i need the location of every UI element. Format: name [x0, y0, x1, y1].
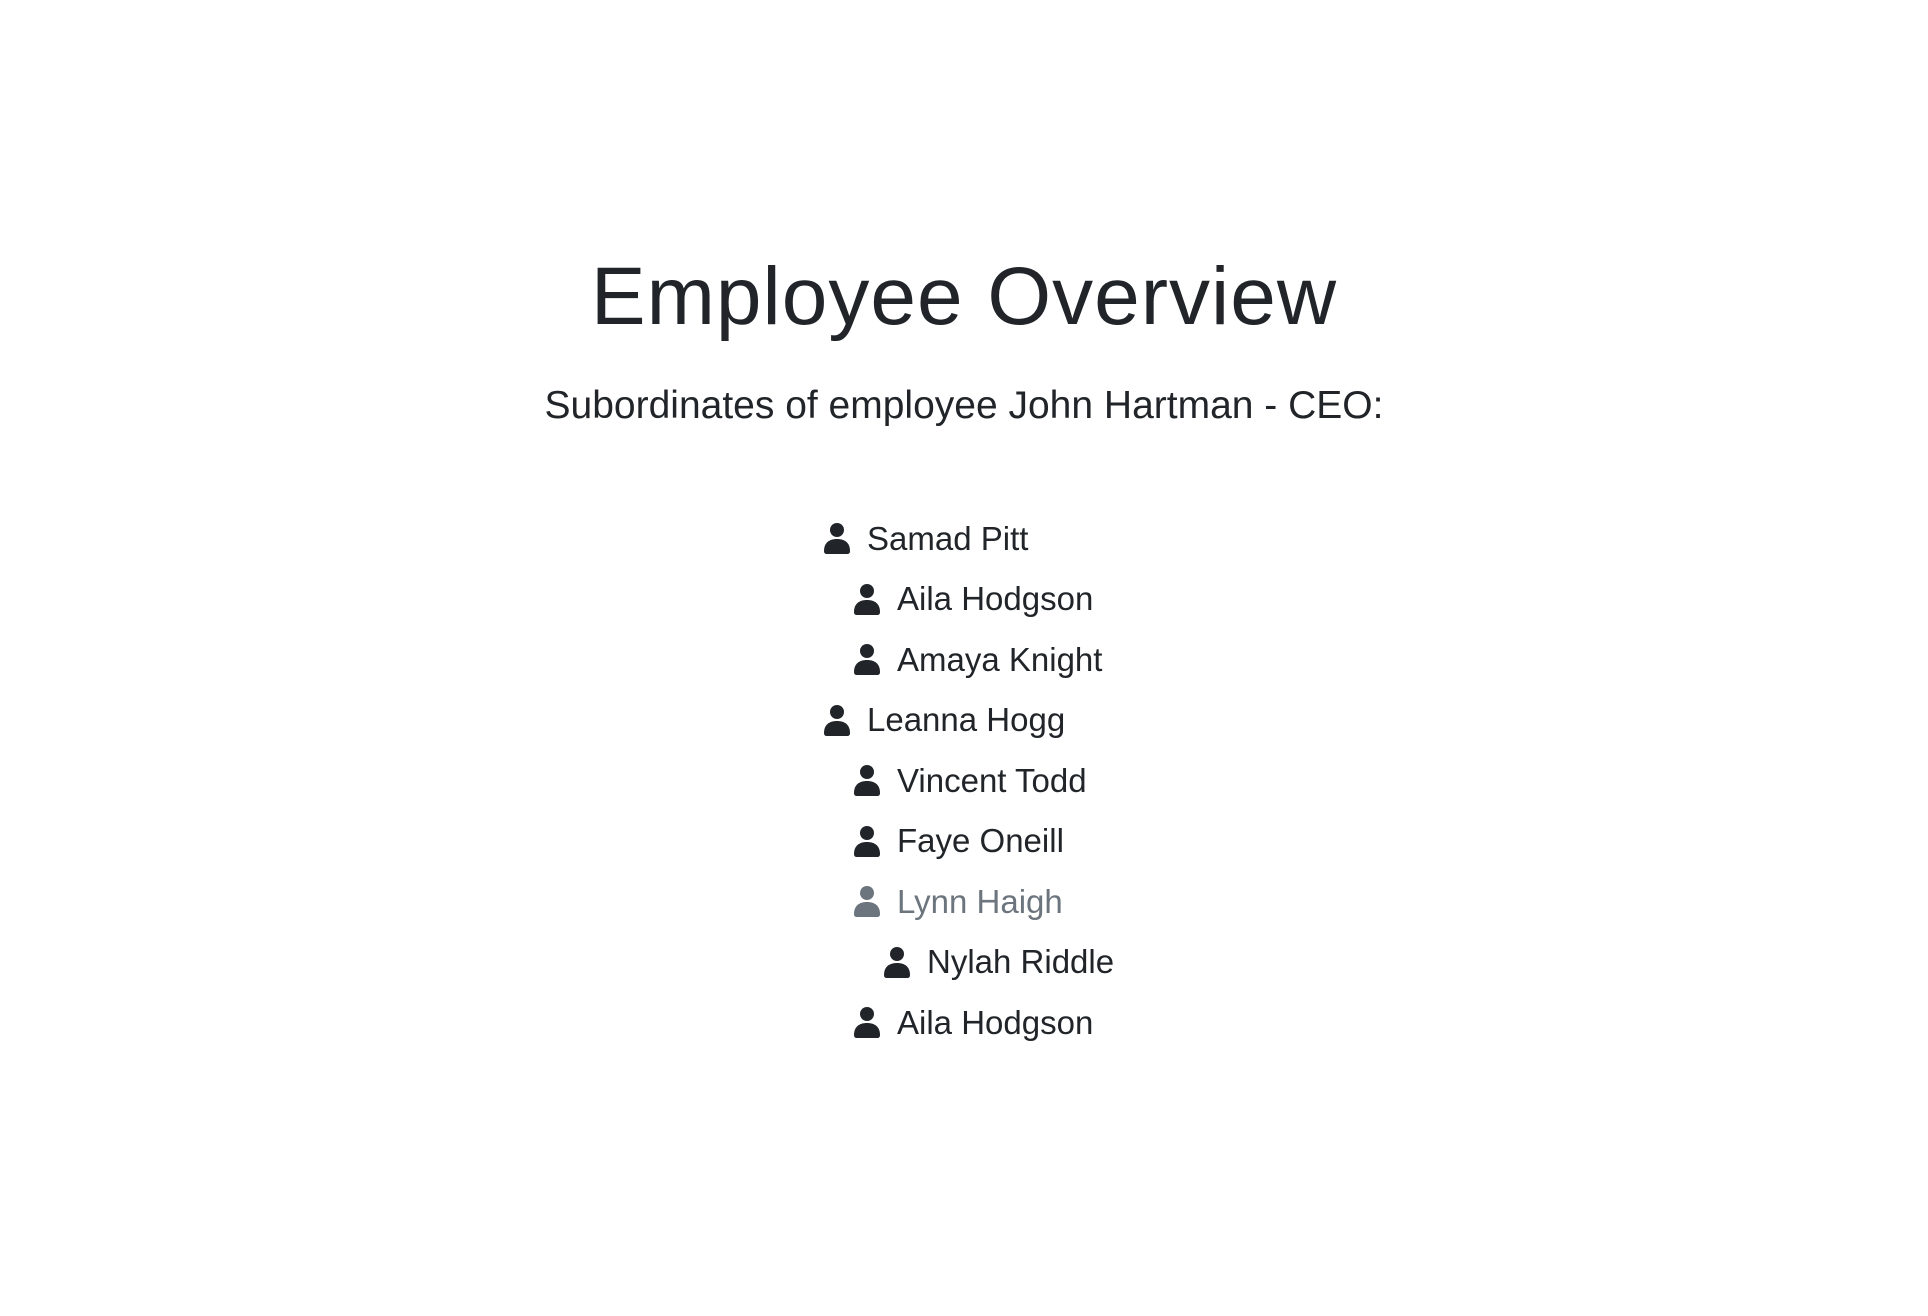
user-icon [854, 764, 880, 797]
user-icon [854, 885, 880, 918]
employee-item[interactable]: Nylah Riddle [824, 932, 1114, 993]
employee-name: Aila Hodgson [897, 1003, 1094, 1041]
employee-name: Leanna Hogg [867, 701, 1066, 739]
employee-name: Samad Pitt [867, 519, 1029, 557]
user-icon [824, 704, 850, 736]
employee-name: Amaya Knight [897, 640, 1103, 678]
employee-item[interactable]: Aila Hodgson [824, 569, 1114, 630]
employee-item[interactable]: Vincent Todd [824, 750, 1114, 811]
employee-item[interactable]: Leanna Hogg [824, 690, 1114, 751]
user-icon [854, 583, 880, 615]
employee-item[interactable]: Amaya Knight [824, 629, 1114, 690]
employee-item[interactable]: Lynn Haigh [824, 871, 1114, 932]
page-subtitle: Subordinates of employee John Hartman - … [544, 384, 1384, 427]
page-title: Employee Overview [590, 251, 1338, 342]
subordinates-tree: Samad Pitt Aila Hodgson Amaya Knight [824, 508, 1114, 1053]
user-icon [824, 522, 850, 555]
user-icon [854, 825, 880, 857]
employee-name: Aila Hodgson [897, 580, 1094, 618]
user-icon [854, 1006, 880, 1039]
user-icon [854, 643, 880, 676]
employee-item[interactable]: Faye Oneill [824, 811, 1114, 872]
user-icon [884, 946, 910, 978]
employee-item[interactable]: Samad Pitt [824, 508, 1114, 569]
employee-name: Vincent Todd [897, 761, 1087, 799]
employee-name: Lynn Haigh [897, 882, 1063, 920]
employee-name: Nylah Riddle [927, 943, 1115, 981]
employee-item[interactable]: Aila Hodgson [824, 992, 1114, 1053]
employee-name: Faye Oneill [897, 822, 1064, 860]
